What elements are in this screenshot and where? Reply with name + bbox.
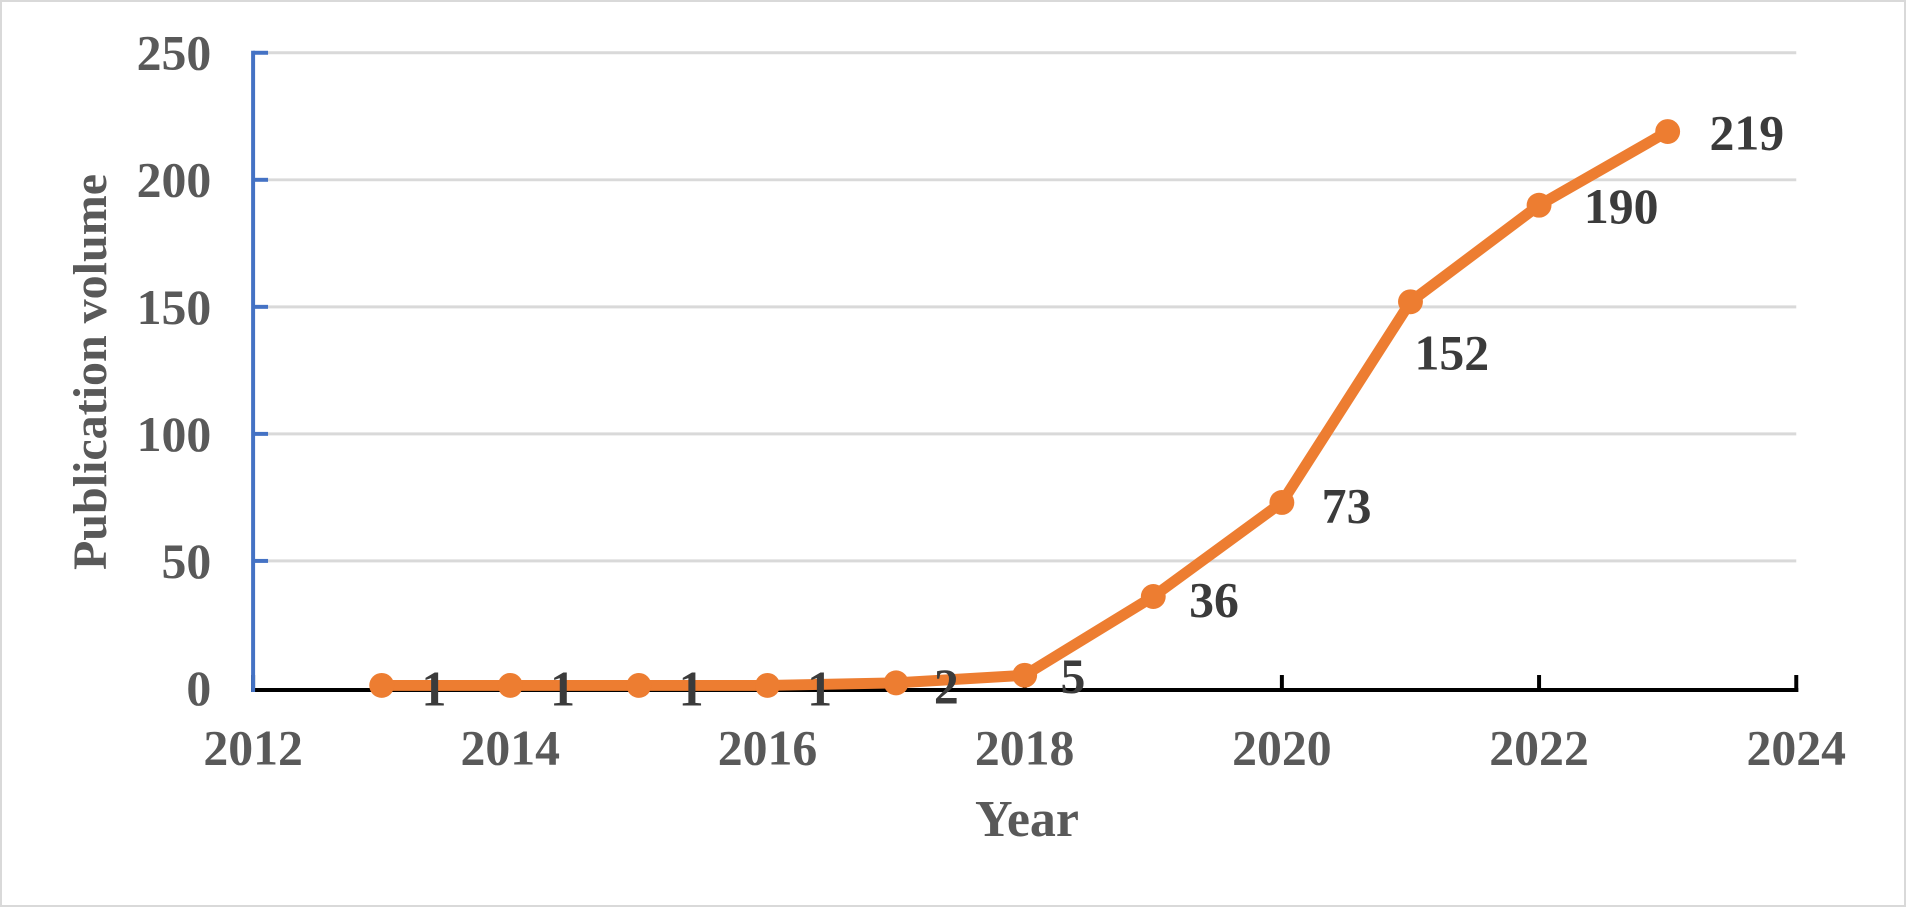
y-tick-label: 150 (137, 280, 212, 335)
data-point (369, 672, 395, 698)
data-label: 190 (1584, 179, 1659, 234)
data-point (755, 672, 780, 698)
y-tick-label: 200 (137, 153, 212, 208)
data-label: 1 (679, 661, 704, 716)
data-line (376, 126, 1674, 691)
x-tick-label: 2014 (461, 721, 561, 776)
x-axis-title: Year (975, 791, 1079, 848)
y-axis-title: Publication volume (64, 173, 117, 571)
data-label: 73 (1322, 478, 1372, 533)
data-point (1655, 119, 1681, 144)
data-point (1012, 662, 1038, 688)
data-label: 1 (422, 661, 447, 716)
data-label: 152 (1414, 325, 1489, 380)
x-tick-label: 2020 (1232, 721, 1332, 776)
data-label: 219 (1709, 105, 1784, 160)
data-point (497, 672, 523, 698)
data-point (1526, 192, 1552, 218)
data-label: 2 (934, 659, 959, 714)
x-tick-label: 2018 (975, 721, 1075, 776)
data-label: 1 (807, 661, 832, 716)
y-tick-label: 100 (137, 407, 212, 462)
x-tick-label: 2022 (1489, 721, 1589, 776)
x-tick-label: 2016 (718, 721, 818, 776)
data-point (1398, 289, 1423, 315)
data-point (626, 672, 652, 698)
y-tick-label: 0 (186, 661, 211, 716)
x-tick-label: 2024 (1746, 721, 1846, 776)
data-label: 36 (1189, 572, 1239, 627)
y-tick-label: 250 (137, 26, 212, 81)
data-point (1269, 490, 1295, 515)
x-tick-label: 2012 (203, 721, 303, 776)
y-tick-label: 50 (162, 534, 212, 589)
data-label: 5 (1061, 649, 1086, 704)
data-point (883, 670, 909, 696)
data-point (1140, 584, 1166, 609)
data-label: 1 (550, 661, 575, 716)
